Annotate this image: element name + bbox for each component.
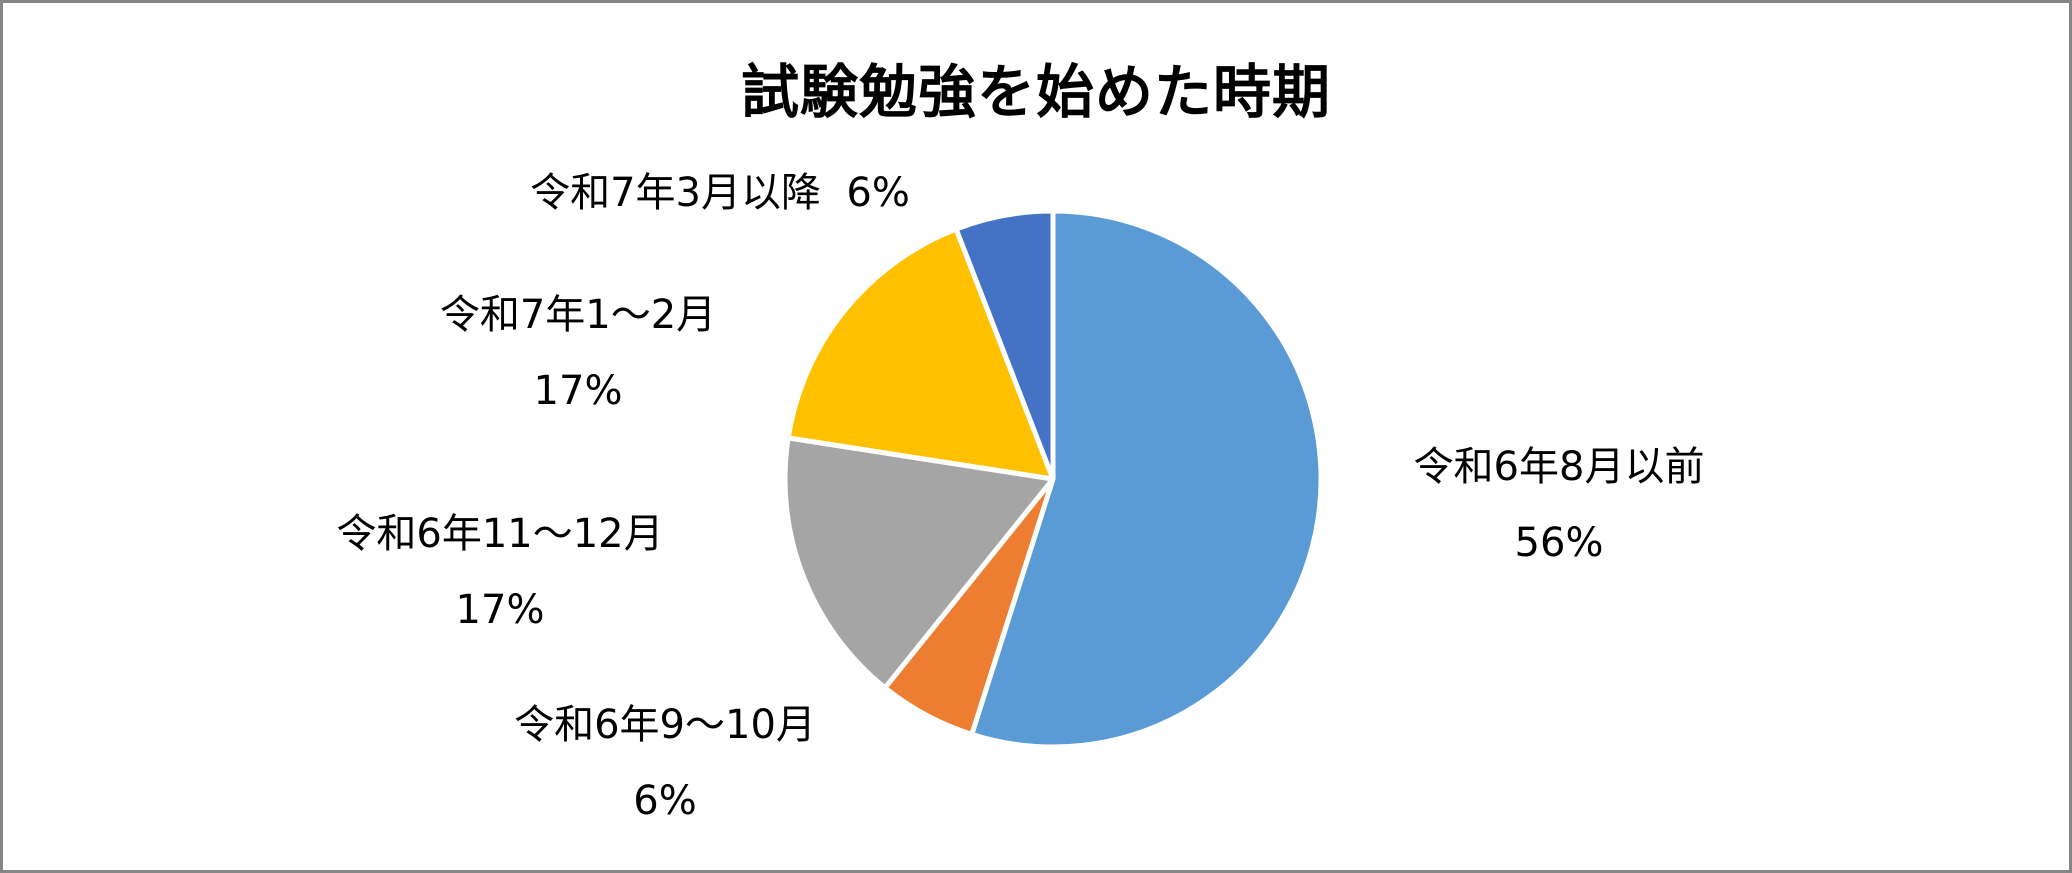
data-label-before-aug-r6: 令和6年8月以前 56%: [1414, 443, 1705, 567]
pie-slices: [782, 208, 1324, 750]
data-label-category: 令和6年9〜10月: [514, 702, 816, 748]
data-label-jan-feb-r7: 令和7年1〜2月 17%: [440, 291, 716, 415]
pie-slice-2: [782, 435, 1056, 691]
pie-slice-4: [953, 208, 1056, 482]
data-label-after-mar-r7: 令和7年3月以降 6%: [530, 170, 910, 216]
pie-slice-0: [969, 208, 1324, 750]
pie-slice-3: [785, 226, 1056, 482]
data-label-category: 令和7年1〜2月: [439, 292, 717, 338]
data-label-sep-oct-r6: 令和6年9〜10月 6%: [514, 701, 816, 825]
data-label-percent: 56%: [1514, 520, 1604, 566]
data-label-percent: 6%: [633, 778, 697, 824]
data-label-percent: 17%: [455, 587, 545, 633]
data-label-category: 令和6年8月以前: [1413, 444, 1705, 490]
chart-title: 試験勉強を始めた時期: [740, 58, 1331, 126]
data-label-category: 令和6年11〜12月: [336, 511, 664, 557]
data-label-percent: 17%: [533, 368, 623, 414]
data-label-nov-dec-r6: 令和6年11〜12月 17%: [336, 510, 663, 634]
